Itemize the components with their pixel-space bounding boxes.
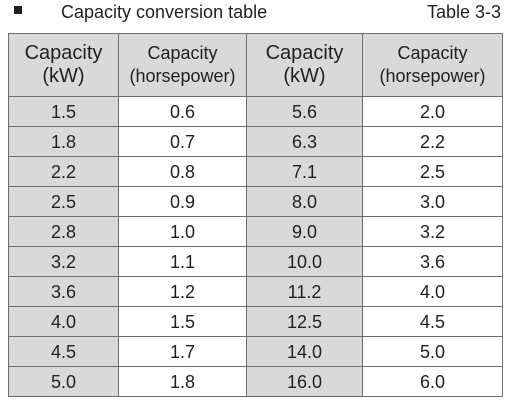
header-row: Capacity (kW) Capacity (horsepower) Capa… [8,33,503,97]
header-unit: (kW) [42,65,85,87]
header-unit: (horsepower) [379,66,486,86]
cell-capacity-kw: 3.2 [8,246,119,277]
table-row: 4.5 1.7 14.0 5.0 [8,336,503,367]
header-line: Capacity [397,43,468,63]
cell-capacity-kw-2: 11.2 [246,276,363,307]
cell-capacity-kw: 4.5 [8,336,119,367]
cell-capacity-horsepower-2: 3.2 [362,216,503,247]
square-bullet-icon [14,6,22,14]
cell-capacity-horsepower: 0.7 [118,126,247,157]
cell-capacity-horsepower-2: 3.6 [362,246,503,277]
table-number: Table 3-3 [426,2,501,22]
cell-capacity-horsepower-2: 4.0 [362,276,503,307]
cell-capacity-horsepower-2: 2.2 [362,126,503,157]
cell-capacity-horsepower-2: 2.5 [362,156,503,187]
cell-capacity-kw-2: 14.0 [246,336,363,367]
table-body: 1.5 0.6 5.6 2.0 1.8 0.7 6.3 2.2 2.2 0.8 7.1 2.5 2.5 0… [8,96,503,397]
header-line: Capacity [265,42,344,64]
table-caption: Capacity conversion table Table 3-3 [0,0,509,26]
table-row: 2.5 0.9 8.0 3.0 [8,186,503,217]
table-row: 2.2 0.8 7.1 2.5 [8,156,503,187]
table-row: 3.2 1.1 10.0 3.6 [8,246,503,277]
cell-capacity-horsepower: 0.8 [118,156,247,187]
cell-capacity-kw: 1.8 [8,126,119,157]
cell-capacity-kw: 3.6 [8,276,119,307]
table-row: 4.0 1.5 12.5 4.5 [8,306,503,337]
cell-capacity-kw-2: 5.6 [246,96,363,127]
cell-capacity-kw: 2.2 [8,156,119,187]
capacity-conversion-table: Capacity (kW) Capacity (horsepower) Capa… [8,33,503,397]
cell-capacity-kw-2: 12.5 [246,306,363,337]
cell-capacity-horsepower-2: 3.0 [362,186,503,217]
cell-capacity-horsepower: 1.7 [118,336,247,367]
cell-capacity-horsepower: 1.0 [118,216,247,247]
cell-capacity-kw-2: 7.1 [246,156,363,187]
table-title: Capacity conversion table [61,2,268,22]
header-capacity-kw: Capacity (kW) [8,33,119,97]
cell-capacity-horsepower-2: 5.0 [362,336,503,367]
cell-capacity-kw-2: 9.0 [246,216,363,247]
cell-capacity-kw-2: 10.0 [246,246,363,277]
cell-capacity-kw-2: 6.3 [246,126,363,157]
table-row: 5.0 1.8 16.0 6.0 [8,366,503,397]
cell-capacity-horsepower-2: 6.0 [362,366,503,397]
table-row: 2.8 1.0 9.0 3.2 [8,216,503,247]
cell-capacity-kw-2: 16.0 [246,366,363,397]
cell-capacity-horsepower: 0.6 [118,96,247,127]
header-capacity-horsepower: Capacity (horsepower) [118,33,247,97]
cell-capacity-kw: 2.8 [8,216,119,247]
header-line: Capacity [24,42,103,64]
cell-capacity-kw: 1.5 [8,96,119,127]
cell-capacity-kw-2: 8.0 [246,186,363,217]
header-capacity-horsepower-2: Capacity (horsepower) [362,33,503,97]
cell-capacity-horsepower-2: 4.5 [362,306,503,337]
table-row: 1.5 0.6 5.6 2.0 [8,96,503,127]
header-unit: (kW) [283,65,326,87]
cell-capacity-horsepower: 1.2 [118,276,247,307]
header-capacity-kw-2: Capacity (kW) [246,33,363,97]
table-row: 3.6 1.2 11.2 4.0 [8,276,503,307]
cell-capacity-kw: 4.0 [8,306,119,337]
table-row: 1.8 0.7 6.3 2.2 [8,126,503,157]
header-line: Capacity [147,43,218,63]
header-unit: (horsepower) [129,66,236,86]
cell-capacity-kw: 5.0 [8,366,119,397]
cell-capacity-horsepower: 0.9 [118,186,247,217]
cell-capacity-kw: 2.5 [8,186,119,217]
cell-capacity-horsepower: 1.5 [118,306,247,337]
cell-capacity-horsepower: 1.8 [118,366,247,397]
cell-capacity-horsepower-2: 2.0 [362,96,503,127]
cell-capacity-horsepower: 1.1 [118,246,247,277]
